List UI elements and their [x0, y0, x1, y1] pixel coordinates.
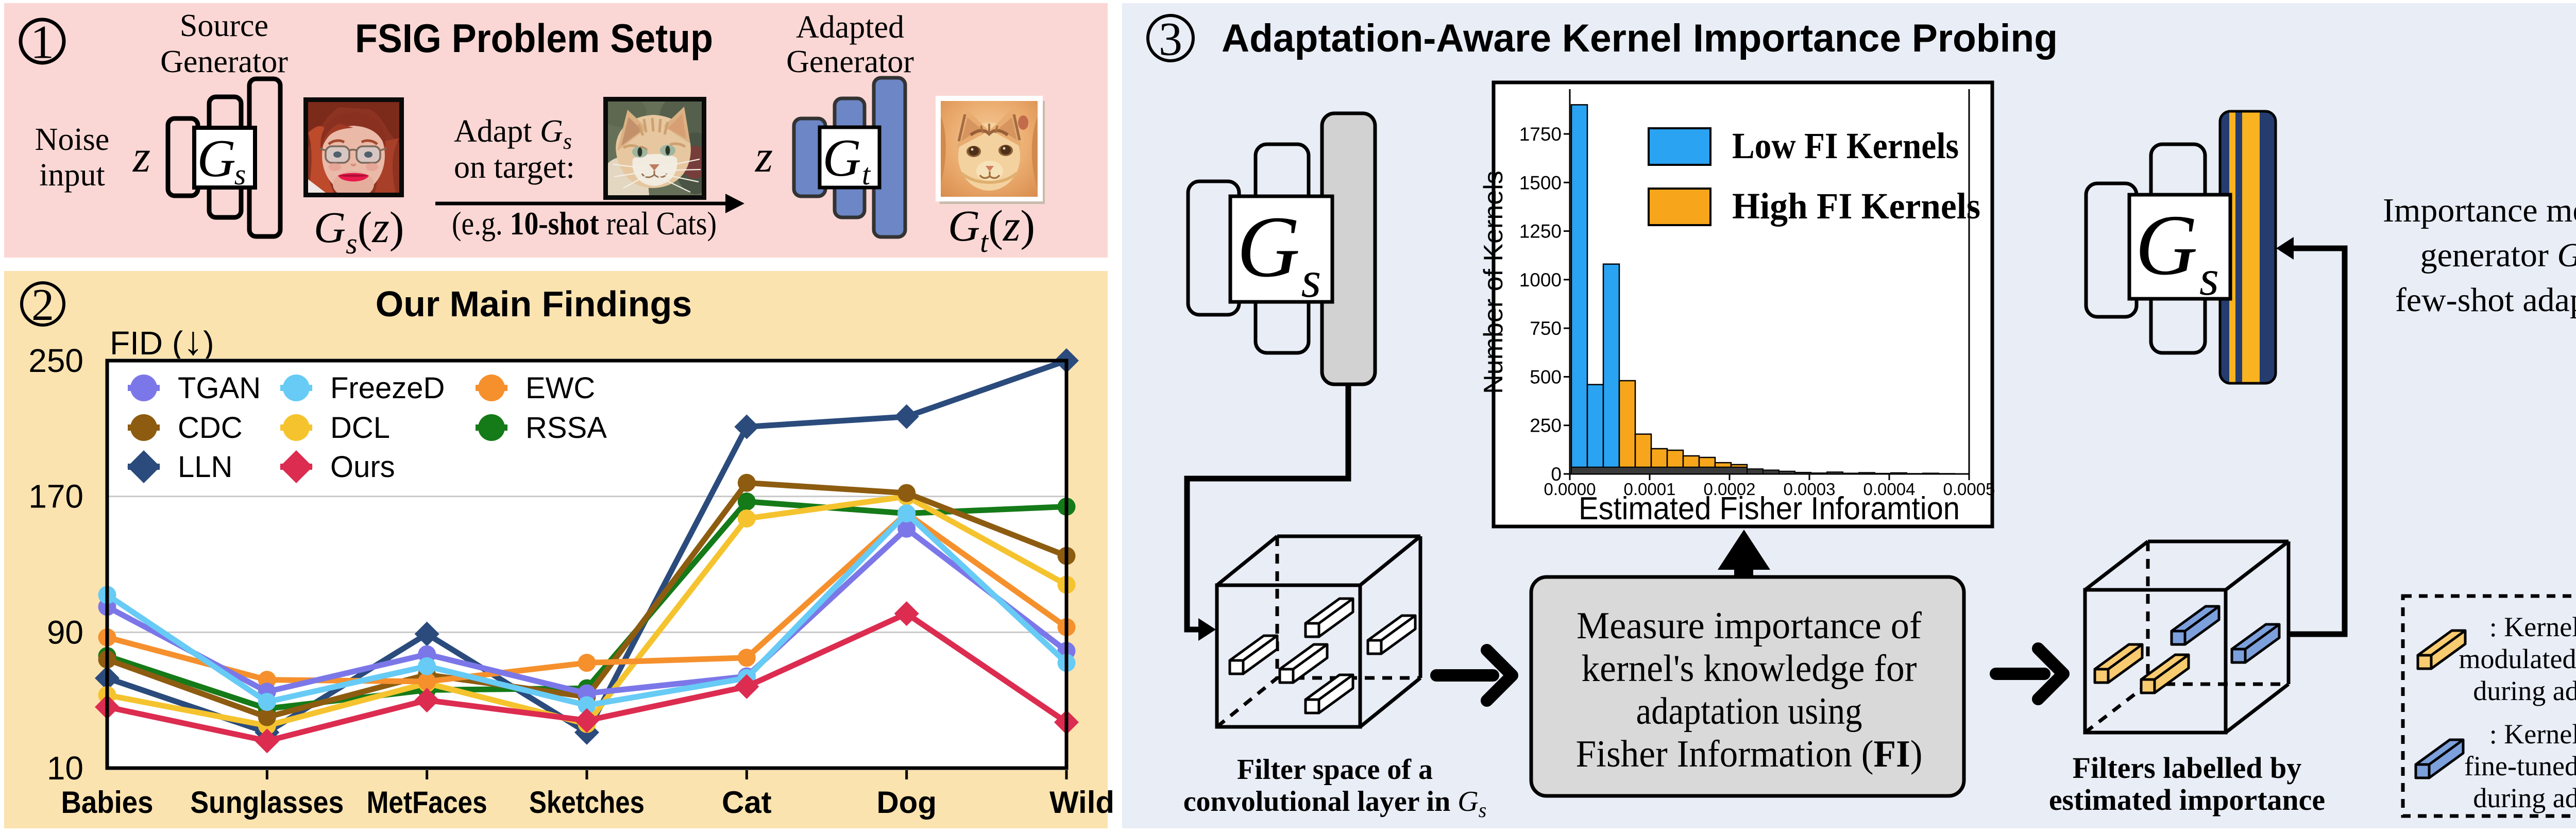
svg-text:Noise: Noise: [35, 122, 110, 157]
svg-text:RSSA: RSSA: [526, 411, 607, 445]
svg-text:Source: Source: [180, 8, 268, 43]
svg-text:s: s: [2199, 250, 2219, 306]
svg-text:input: input: [39, 158, 105, 193]
svg-text:s: s: [234, 158, 246, 191]
svg-text:500: 500: [1530, 366, 1562, 387]
svg-text:Importance measured: Importance measured: [2383, 192, 2576, 229]
svg-text:Our Main Findings: Our Main Findings: [376, 284, 692, 324]
svg-text:Babies: Babies: [61, 785, 154, 820]
svg-text:Number of Kernels: Number of Kernels: [1479, 171, 1509, 394]
svg-text:TGAN: TGAN: [178, 371, 261, 405]
svg-text:Generator: Generator: [786, 44, 914, 79]
svg-text:2: 2: [31, 280, 54, 330]
svg-text:MetFaces: MetFaces: [367, 785, 487, 820]
svg-text:FSIG Problem Setup: FSIG Problem Setup: [355, 15, 713, 61]
svg-text:1: 1: [30, 16, 54, 69]
svg-text:3: 3: [1159, 13, 1182, 65]
svg-text:High FI Kernels: High FI Kernels: [1732, 185, 1980, 227]
svg-text:on target:: on target:: [454, 150, 575, 185]
svg-text:0.0005: 0.0005: [1943, 480, 1995, 499]
svg-text:Filter space of a: Filter space of a: [1237, 754, 1433, 786]
svg-text:FID (↓): FID (↓): [110, 318, 214, 363]
svg-text:750: 750: [1530, 318, 1562, 339]
svg-text:Sunglasses: Sunglasses: [190, 785, 344, 820]
svg-text:G: G: [822, 128, 861, 188]
svg-text:Adaptation-Aware Kernel Import: Adaptation-Aware Kernel Importance Probi…: [1222, 16, 2058, 60]
svg-text:1750: 1750: [1519, 124, 1562, 145]
svg-text:z: z: [755, 132, 773, 182]
svg-text:Adapted: Adapted: [796, 10, 904, 45]
svg-text:G: G: [197, 129, 235, 188]
svg-text:t: t: [862, 158, 871, 191]
svg-text:modulated (high FI): modulated (high FI): [2459, 643, 2576, 674]
svg-text:1500: 1500: [1519, 172, 1562, 193]
svg-text:Fisher Information (FI): Fisher Information (FI): [1576, 733, 1923, 775]
svg-text:z: z: [132, 132, 150, 182]
svg-text:during adaptation: during adaptation: [2473, 783, 2576, 813]
svg-text:Gs(z): Gs(z): [314, 202, 404, 260]
svg-text:generator Gs for: generator Gs for: [2420, 236, 2576, 279]
svg-text:: Kernels to be: : Kernels to be: [2489, 719, 2576, 750]
svg-text:Cat: Cat: [722, 785, 772, 820]
svg-text:CDC: CDC: [178, 411, 243, 445]
svg-text:G: G: [1237, 198, 1300, 295]
svg-text:FreezeD: FreezeD: [330, 371, 445, 405]
svg-text:Gt(z): Gt(z): [948, 201, 1035, 259]
svg-text:Adapt Gs: Adapt Gs: [454, 114, 572, 154]
svg-text:kernel's knowledge for: kernel's knowledge for: [1582, 648, 1917, 690]
svg-text:(e.g. 10-shot real Cats): (e.g. 10-shot real Cats): [452, 205, 717, 242]
svg-text:Measure importance of: Measure importance of: [1577, 605, 1922, 647]
svg-text:10: 10: [47, 750, 83, 787]
svg-text:LLN: LLN: [178, 450, 232, 484]
svg-text:90: 90: [47, 614, 83, 651]
svg-text:Filters labelled by: Filters labelled by: [2073, 751, 2302, 785]
svg-text:: Kernels to be: : Kernels to be: [2489, 611, 2576, 642]
svg-text:Estimated Fisher Inforamtion: Estimated Fisher Inforamtion: [1579, 491, 1960, 526]
svg-text:Sketches: Sketches: [529, 785, 645, 820]
svg-text:adaptation using: adaptation using: [1636, 690, 1862, 733]
svg-text:0.0002: 0.0002: [1704, 480, 1756, 499]
svg-text:s: s: [1301, 251, 1321, 308]
svg-text:Dog: Dog: [876, 785, 937, 820]
svg-text:0.0004: 0.0004: [1863, 480, 1916, 499]
svg-text:170: 170: [28, 478, 83, 515]
svg-text:Wild: Wild: [1049, 785, 1114, 820]
svg-text:1250: 1250: [1519, 221, 1562, 242]
svg-text:250: 250: [28, 342, 83, 379]
svg-text:during adaptation: during adaptation: [2473, 675, 2576, 706]
svg-text:convolutional layer in Gs: convolutional layer in Gs: [1183, 786, 1487, 822]
svg-text:Generator: Generator: [160, 44, 288, 79]
svg-text:0.0000: 0.0000: [1544, 480, 1596, 499]
svg-text:250: 250: [1530, 415, 1562, 436]
svg-text:0.0003: 0.0003: [1784, 480, 1836, 499]
svg-text:Ours: Ours: [330, 450, 395, 484]
svg-text:few-shot adaptation: few-shot adaptation: [2395, 281, 2576, 319]
svg-text:1000: 1000: [1519, 269, 1562, 291]
svg-text:EWC: EWC: [526, 371, 595, 405]
svg-text:0: 0: [1551, 464, 1562, 485]
svg-text:Low FI Kernels: Low FI Kernels: [1732, 125, 1959, 166]
svg-text:fine-tuned (low FI): fine-tuned (low FI): [2464, 751, 2576, 781]
svg-text:estimated importance: estimated importance: [2049, 783, 2325, 817]
svg-text:DCL: DCL: [330, 411, 390, 445]
svg-text:0.0001: 0.0001: [1624, 480, 1676, 499]
svg-text:G: G: [2135, 197, 2197, 293]
